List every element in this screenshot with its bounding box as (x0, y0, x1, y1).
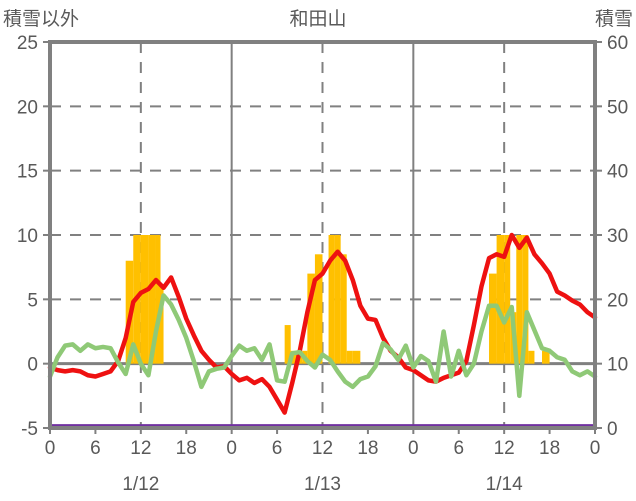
right-axis-label: 積雪 (595, 8, 633, 30)
bar (340, 254, 347, 364)
bar (346, 350, 353, 364)
left-tick-label: 25 (17, 33, 38, 54)
bar (489, 273, 497, 364)
x-tick-label: 6 (90, 438, 101, 459)
day-label: 1/12 (122, 474, 159, 495)
bar (328, 235, 335, 364)
bar (307, 273, 315, 364)
left-tick-label: 20 (17, 97, 38, 118)
x-tick-label: 0 (226, 438, 237, 459)
bar (504, 235, 511, 364)
left-tick-label: 0 (27, 355, 38, 376)
right-tick-label: 60 (607, 33, 628, 54)
left-axis-ticks: 25 20 15 10 5 0 -5 (17, 33, 50, 440)
x-tick-label: 0 (45, 438, 56, 459)
x-axis-day-labels: 1/12 1/13 1/14 (122, 474, 523, 495)
x-tick-label: 18 (176, 438, 197, 459)
right-axis-ticks: 60 50 40 30 20 10 0 (595, 33, 628, 440)
x-tick-label: 12 (130, 438, 151, 459)
bar (160, 286, 164, 364)
chart-title: 和田山 (289, 8, 346, 30)
left-tick-label: 10 (17, 226, 38, 247)
bar (290, 350, 297, 364)
bar (155, 235, 161, 364)
x-tick-label: 18 (539, 438, 560, 459)
day-label: 1/13 (304, 474, 341, 495)
bar (516, 235, 523, 364)
bar (140, 235, 149, 364)
right-tick-label: 20 (607, 290, 628, 311)
left-tick-label: 5 (27, 290, 38, 311)
x-axis-ticks: 0 6 12 18 0 6 12 18 0 6 12 18 0 (45, 428, 601, 459)
x-tick-label: 6 (272, 438, 283, 459)
bar (542, 350, 550, 364)
left-tick-label: 15 (17, 162, 38, 183)
right-tick-label: 50 (607, 97, 628, 118)
right-tick-label: 0 (607, 419, 618, 440)
x-tick-label: 18 (357, 438, 378, 459)
bar (496, 235, 505, 364)
x-tick-label: 12 (312, 438, 333, 459)
x-tick-label: 6 (453, 438, 464, 459)
bar (334, 235, 341, 364)
bar (352, 350, 361, 364)
bar (284, 325, 291, 364)
right-tick-label: 10 (607, 355, 628, 376)
left-tick-label: -5 (21, 419, 38, 440)
day-label: 1/14 (486, 474, 523, 495)
left-axis-label: 積雪以外 (3, 8, 79, 30)
right-tick-label: 30 (607, 226, 628, 247)
x-tick-label: 0 (408, 438, 419, 459)
right-tick-label: 40 (607, 162, 628, 183)
x-tick-label: 0 (590, 438, 601, 459)
green-line (47, 293, 598, 399)
bar (148, 235, 156, 364)
bar (314, 254, 323, 364)
x-tick-label: 12 (494, 438, 515, 459)
bar (528, 350, 535, 364)
red-line (47, 232, 598, 415)
bar (522, 235, 529, 364)
